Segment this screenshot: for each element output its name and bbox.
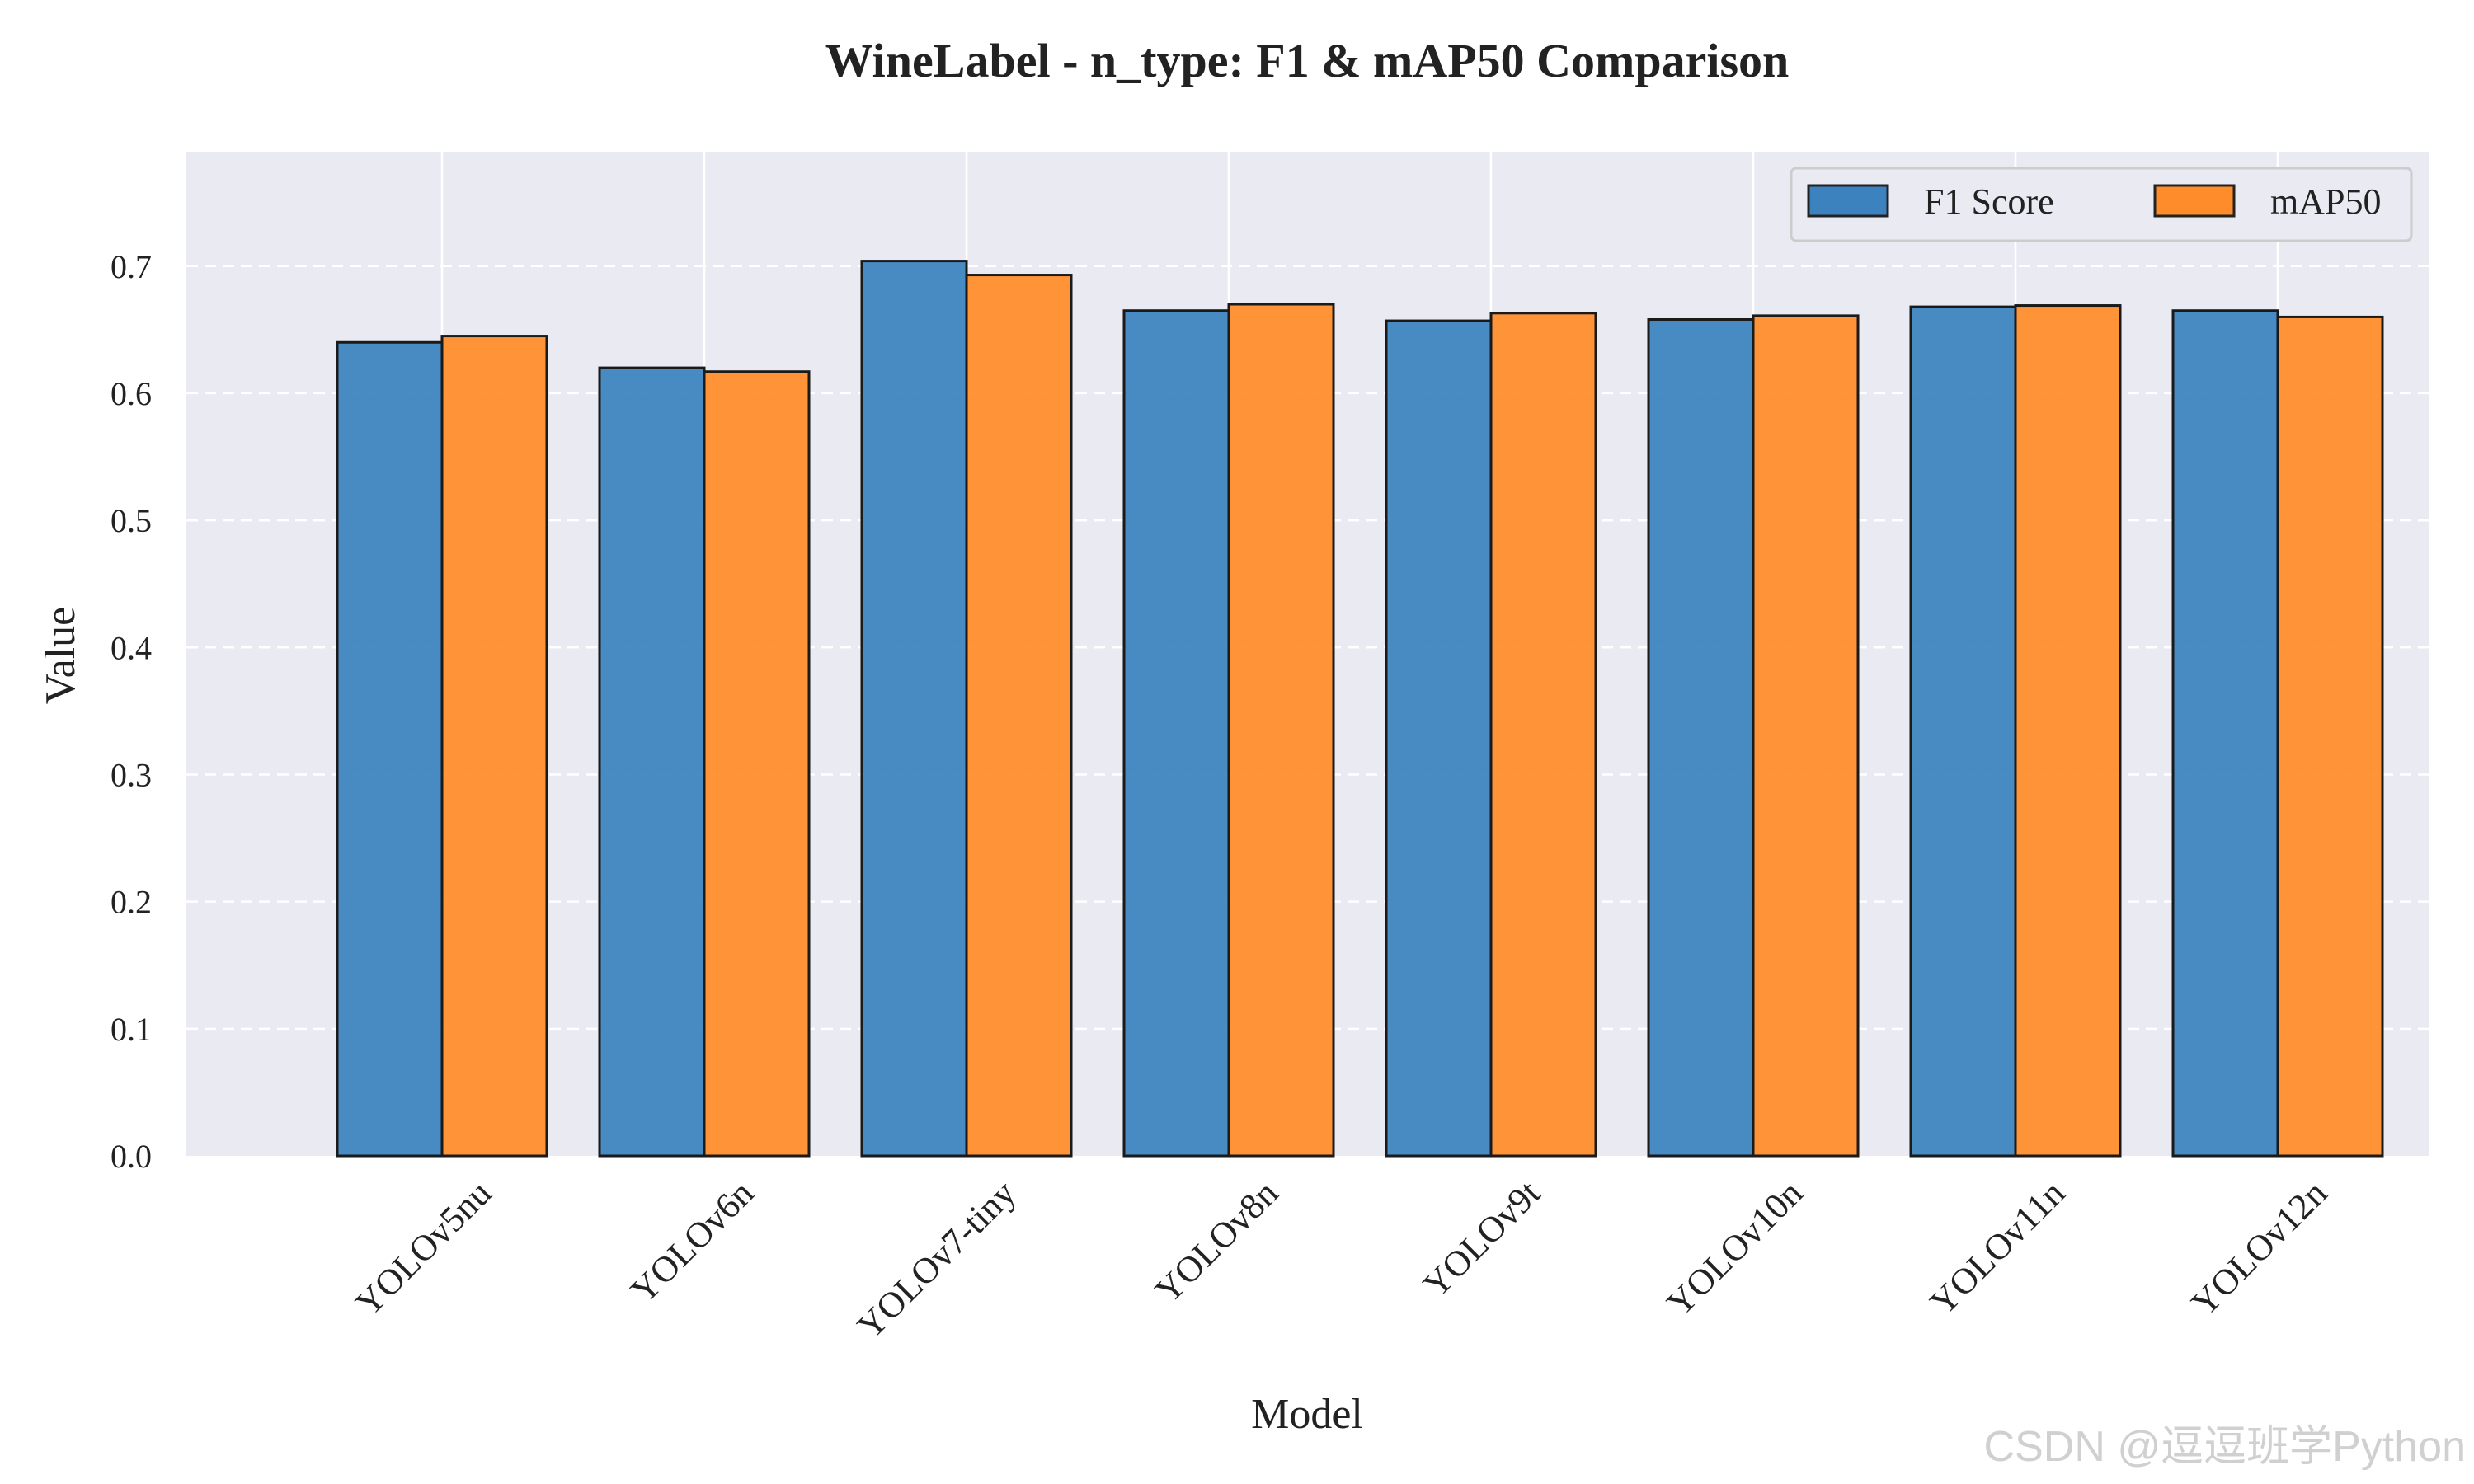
legend: F1 Score mAP50	[1790, 167, 2413, 242]
bar-map50-yolov7-tiny	[965, 274, 1073, 1158]
x-tick-label: YOLOv9t	[1415, 1172, 1548, 1305]
y-tick-label: 0.4	[111, 629, 152, 666]
y-tick-label: 0.3	[111, 756, 152, 793]
x-tick-label: YOLOv7-tiny	[849, 1172, 1023, 1346]
x-axis-ticks: YOLOv5nu YOLOv6n YOLOv7-tiny YOLOv8n YOLOv9t…	[348, 1172, 2335, 1346]
legend-swatch-map50	[2153, 184, 2236, 218]
y-tick-label: 0.1	[111, 1011, 152, 1048]
x-tick-label: YOLOv6n	[623, 1172, 761, 1311]
x-tick-label: YOLOv5nu	[348, 1172, 499, 1323]
bar-map50-yolov8n	[1227, 303, 1335, 1158]
y-axis-label: Value	[37, 607, 84, 704]
bar-map50-yolov10n	[1752, 314, 1860, 1158]
y-tick-label: 0.6	[111, 375, 152, 412]
legend-swatch-f1-score	[1807, 184, 1889, 218]
y-tick-label: 0.5	[111, 502, 152, 539]
y-tick-label: 0.7	[111, 248, 152, 285]
bar-map50-yolov6n	[703, 370, 811, 1158]
bar-f1-score-yolov9t	[1385, 319, 1493, 1158]
x-tick-label: YOLOv12n	[2184, 1172, 2335, 1323]
bar-f1-score-yolov7-tiny	[860, 260, 968, 1158]
bar-f1-score-yolov6n	[598, 366, 706, 1158]
bars	[336, 260, 2384, 1158]
bar-map50-yolov12n	[2276, 315, 2384, 1158]
bar-f1-score-yolov12n	[2171, 309, 2279, 1158]
x-tick-label: YOLOv8n	[1147, 1172, 1286, 1311]
watermark: CSDN @逗逗班学Python	[1984, 1423, 2466, 1471]
y-tick-label: 0.2	[111, 884, 152, 921]
x-axis-label: Model	[1251, 1391, 1363, 1438]
x-tick-label: YOLOv11n	[1922, 1172, 2072, 1322]
bar-map50-yolov11n	[2014, 304, 2122, 1158]
legend-label-map50: mAP50	[2270, 181, 2381, 222]
y-tick-label: 0.0	[111, 1138, 152, 1175]
x-tick-label: YOLOv10n	[1659, 1172, 1810, 1323]
legend-label-f1-score: F1 Score	[1924, 181, 2054, 222]
bar-f1-score-yolov11n	[1909, 305, 2017, 1158]
y-axis-ticks: 0.0 0.1 0.2 0.3 0.4 0.5 0.6 0.7	[111, 248, 152, 1175]
bar-f1-score-yolov10n	[1647, 318, 1755, 1158]
legend-frame	[1790, 167, 2413, 242]
bar-map50-yolov5nu	[440, 335, 548, 1158]
chart-title: WineLabel - n_type: F1 & mAP50 Compariso…	[825, 34, 1790, 87]
bar-f1-score-yolov8n	[1122, 309, 1230, 1158]
bar-map50-yolov9t	[1489, 312, 1597, 1158]
bar-f1-score-yolov5nu	[336, 340, 444, 1158]
